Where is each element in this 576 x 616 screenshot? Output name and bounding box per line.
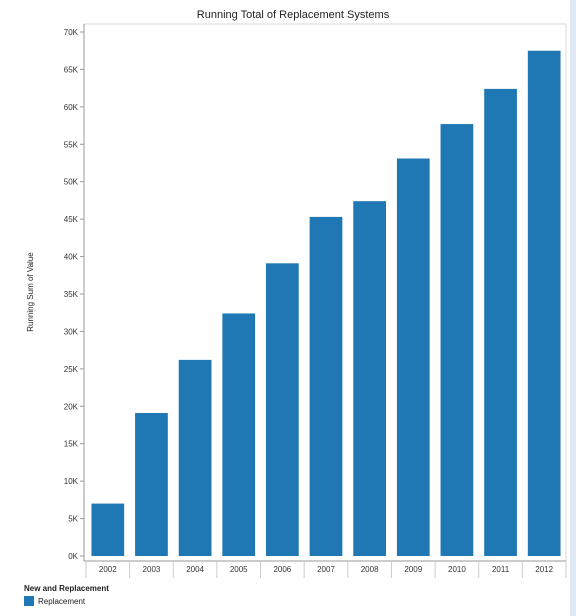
bar-2002[interactable] bbox=[91, 503, 125, 556]
y-tick-label: 30K bbox=[64, 327, 79, 336]
window-edge bbox=[570, 0, 576, 616]
x-tick-label: 2007 bbox=[317, 565, 335, 574]
legend-label: Replacement bbox=[38, 596, 86, 606]
x-tick-label: 2012 bbox=[535, 565, 553, 574]
y-tick-label: 60K bbox=[64, 103, 79, 112]
x-tick-label: 2003 bbox=[143, 565, 161, 574]
bar-2006[interactable] bbox=[266, 263, 299, 556]
legend: New and Replacement Replacement bbox=[24, 584, 109, 606]
bar-chart: Running Total of Replacement Systems Run… bbox=[26, 9, 567, 578]
x-tick-label: 2008 bbox=[361, 565, 379, 574]
legend-swatch bbox=[24, 596, 34, 606]
y-tick-label: 20K bbox=[64, 402, 79, 411]
x-tick-label: 2002 bbox=[99, 565, 117, 574]
y-tick-label: 10K bbox=[64, 477, 79, 486]
y-tick-label: 45K bbox=[64, 215, 79, 224]
y-tick-label: 70K bbox=[64, 28, 79, 37]
y-tick-label: 35K bbox=[64, 290, 79, 299]
y-axis: 0K 5K 10K 15K 20K 25K 30K 35K 40K 45K 50K 55K 60K 65K… bbox=[64, 24, 85, 561]
bar-2009[interactable] bbox=[396, 158, 430, 556]
bar-2012[interactable] bbox=[527, 50, 561, 556]
bar-2007[interactable] bbox=[309, 216, 343, 556]
chart-title: Running Total of Replacement Systems bbox=[197, 9, 390, 21]
bar-2003[interactable] bbox=[135, 413, 168, 556]
y-tick-label: 5K bbox=[68, 515, 78, 524]
y-tick-label: 65K bbox=[64, 65, 79, 74]
bar-2011[interactable] bbox=[484, 88, 517, 557]
x-tick-label: 2009 bbox=[404, 565, 422, 574]
y-tick-label: 25K bbox=[64, 365, 79, 374]
x-tick-label: 2010 bbox=[448, 565, 466, 574]
x-tick-label: 2006 bbox=[273, 565, 291, 574]
y-tick-label: 55K bbox=[64, 140, 79, 149]
y-tick-label: 40K bbox=[64, 253, 79, 262]
x-tick-label: 2004 bbox=[186, 565, 204, 574]
legend-title: New and Replacement bbox=[24, 584, 109, 593]
y-tick-label: 0K bbox=[68, 552, 78, 561]
bars-group bbox=[91, 50, 561, 557]
x-tick-label: 2011 bbox=[492, 565, 510, 574]
y-tick-label: 15K bbox=[64, 440, 79, 449]
bar-2005[interactable] bbox=[222, 313, 256, 556]
y-tick-label: 50K bbox=[64, 178, 79, 187]
y-axis-label: Running Sum of Value bbox=[26, 252, 35, 332]
legend-item[interactable]: Replacement bbox=[24, 596, 109, 606]
x-axis: 2002 2003 2004 2005 2006 2007 2008 2009 2010 2011… bbox=[84, 560, 567, 578]
bar-2008[interactable] bbox=[353, 201, 386, 557]
bar-2010[interactable] bbox=[440, 124, 474, 557]
x-tick-label: 2005 bbox=[230, 565, 248, 574]
bar-2004[interactable] bbox=[178, 359, 212, 556]
